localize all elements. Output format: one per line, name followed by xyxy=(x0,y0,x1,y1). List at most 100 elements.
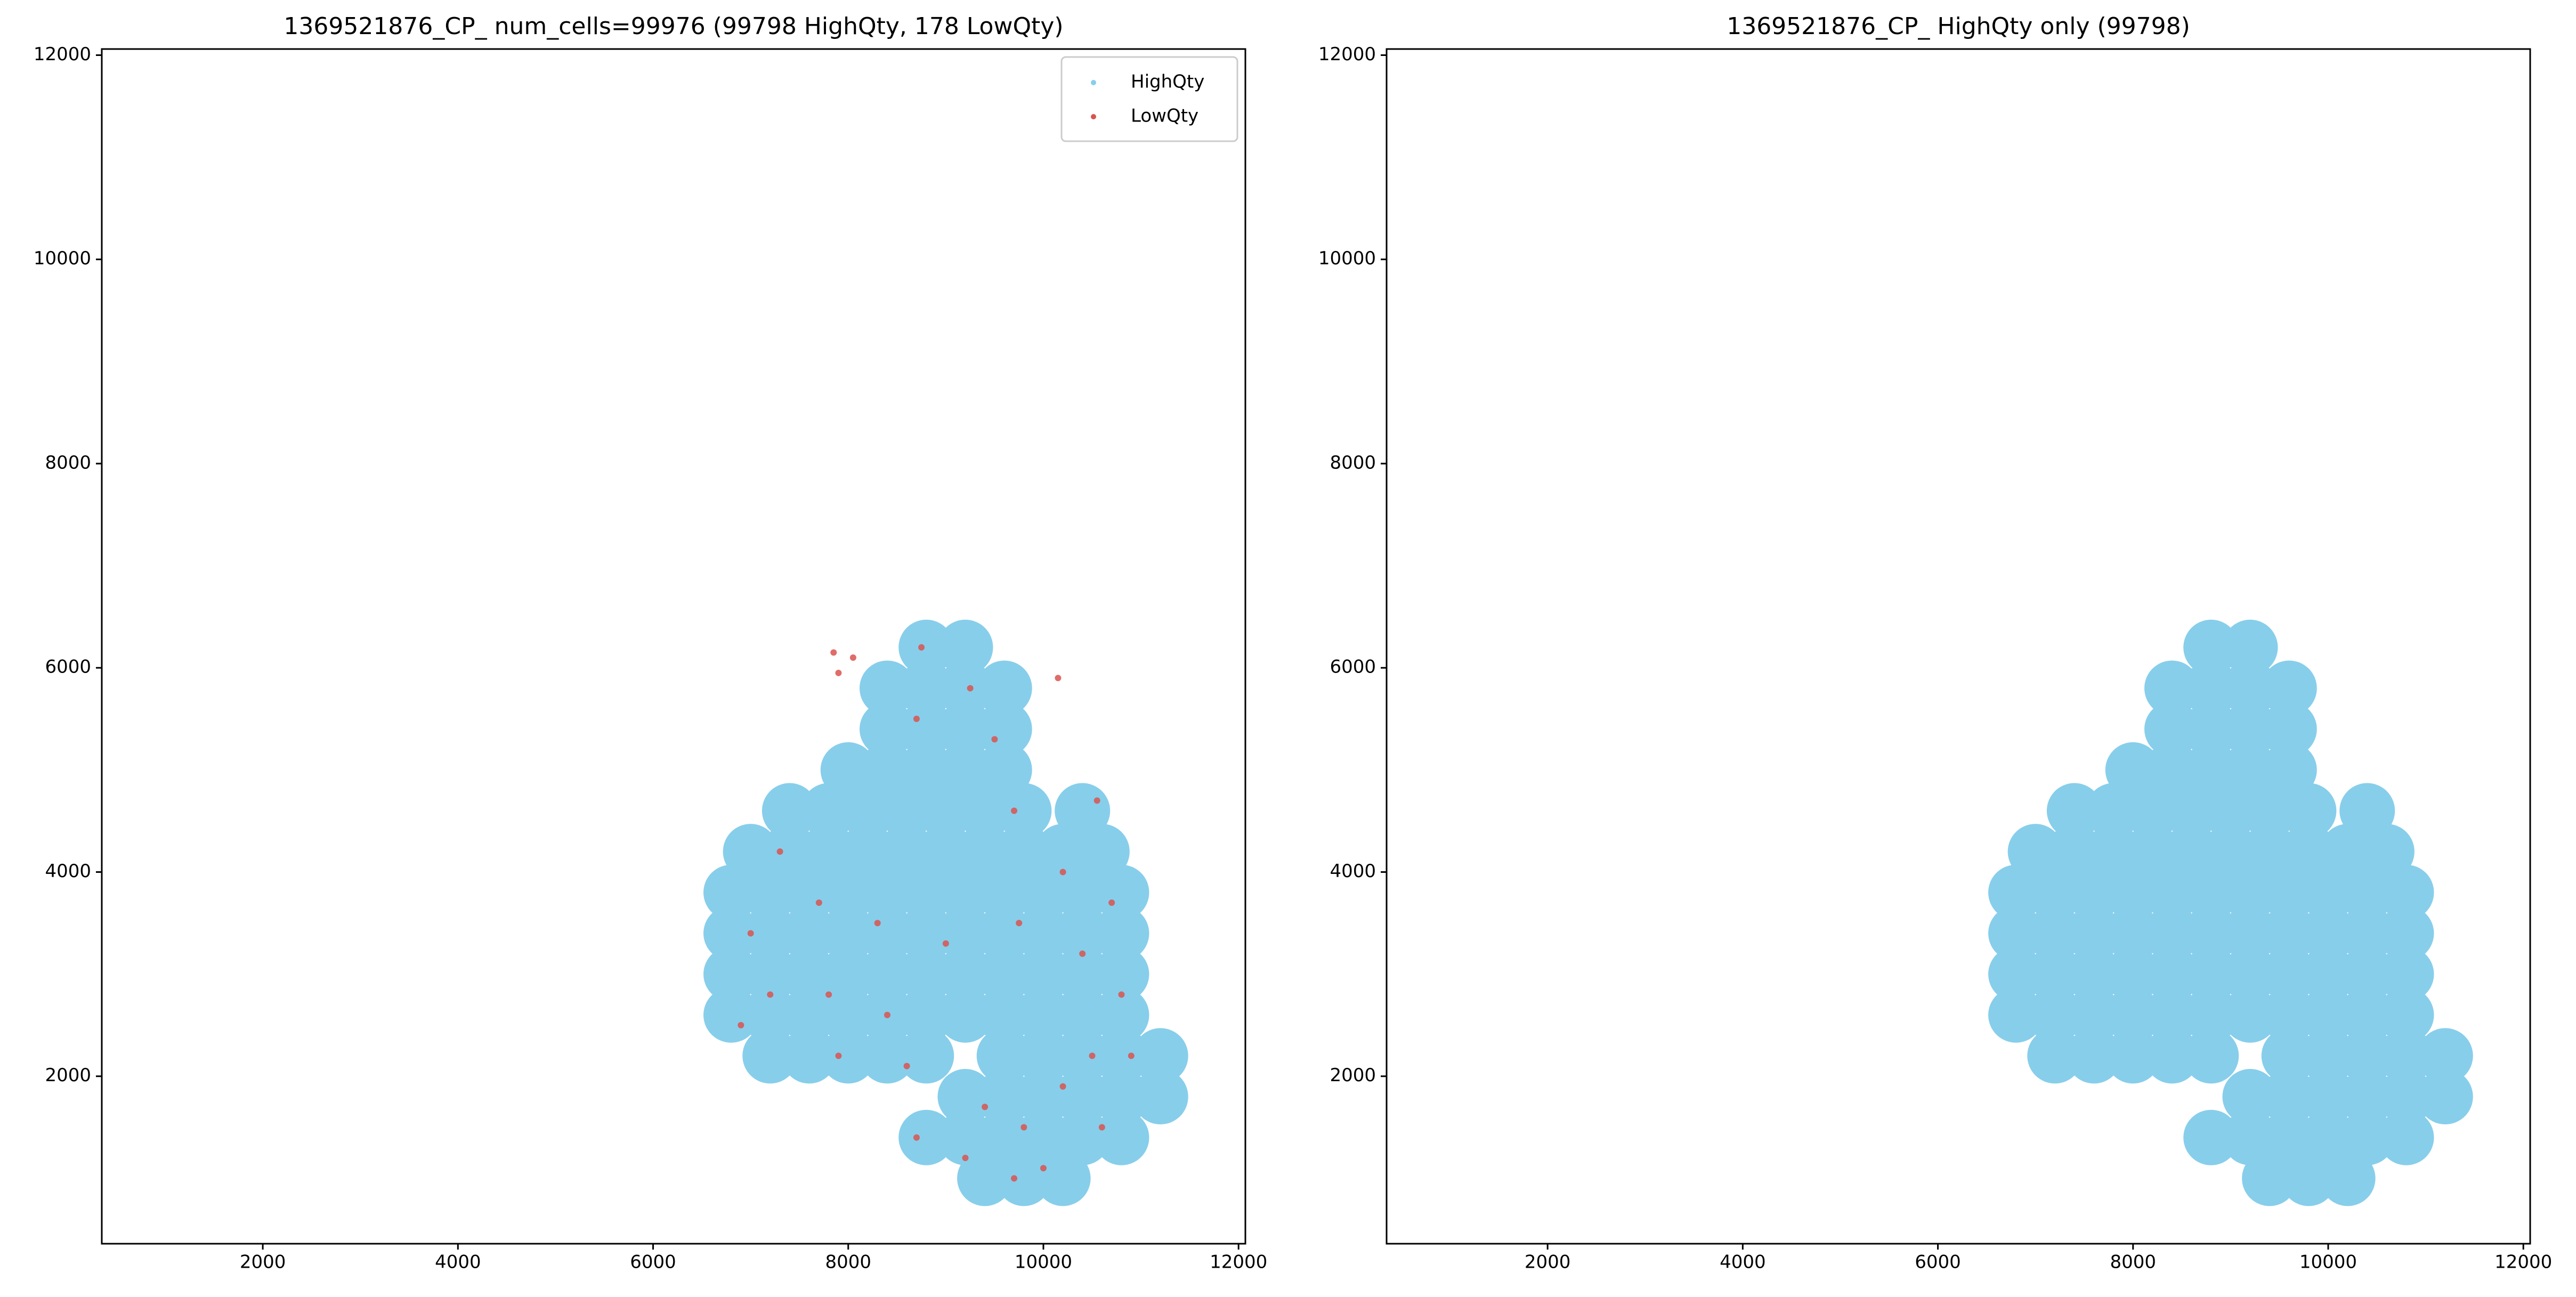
point xyxy=(2222,905,2278,961)
point xyxy=(742,905,798,961)
point xyxy=(898,701,954,757)
point xyxy=(747,930,754,937)
x-tick-label: 10000 xyxy=(2299,1252,2357,1273)
x-tick-label: 6000 xyxy=(1915,1252,1961,1273)
axes-frame xyxy=(101,48,1246,1245)
point xyxy=(1020,1124,1027,1131)
point xyxy=(976,946,1032,1002)
point xyxy=(2046,783,2102,839)
point xyxy=(937,619,993,675)
point xyxy=(2339,1069,2395,1125)
x-tick-label: 12000 xyxy=(2494,1252,2552,1273)
point xyxy=(1015,1028,1071,1084)
point xyxy=(2222,1109,2278,1165)
x-tick-label: 10000 xyxy=(1015,1252,1072,1273)
point xyxy=(976,701,1032,757)
point xyxy=(1055,1069,1111,1125)
point xyxy=(976,1069,1032,1125)
point xyxy=(1015,987,1071,1043)
point xyxy=(2300,1109,2356,1165)
point xyxy=(762,824,817,880)
point xyxy=(2378,987,2434,1043)
point xyxy=(2261,742,2317,798)
point xyxy=(976,905,1032,961)
point xyxy=(1093,1028,1149,1084)
point xyxy=(976,1028,1032,1084)
point xyxy=(849,654,856,661)
point xyxy=(1055,1028,1111,1084)
point xyxy=(903,1063,910,1069)
point xyxy=(2105,946,2161,1002)
point xyxy=(1132,1028,1188,1084)
point xyxy=(1011,807,1018,814)
point xyxy=(976,987,1032,1043)
point xyxy=(898,660,954,716)
point xyxy=(2066,987,2122,1043)
point xyxy=(2281,824,2337,880)
point xyxy=(2007,824,2063,880)
point xyxy=(776,848,783,855)
point xyxy=(976,742,1032,798)
point xyxy=(2183,946,2239,1002)
point xyxy=(918,644,925,651)
point xyxy=(898,905,954,961)
point xyxy=(2183,742,2239,798)
point xyxy=(2066,946,2122,1002)
point xyxy=(2027,905,2083,961)
point xyxy=(830,649,837,656)
point xyxy=(742,946,798,1002)
point xyxy=(1093,946,1149,1002)
point xyxy=(2183,619,2239,675)
point xyxy=(2046,824,2102,880)
point xyxy=(2125,824,2181,880)
series xyxy=(1988,619,2473,1206)
point xyxy=(1016,920,1023,927)
point xyxy=(2417,1028,2473,1084)
point xyxy=(815,899,822,906)
point xyxy=(1055,783,1111,839)
x-tick-label: 8000 xyxy=(825,1252,871,1273)
point xyxy=(1128,1052,1135,1059)
y-tick-label: 10000 xyxy=(34,248,91,269)
point xyxy=(898,619,954,675)
point xyxy=(1059,869,1066,876)
point xyxy=(2144,660,2200,716)
point xyxy=(962,1155,969,1162)
point xyxy=(2183,1028,2239,1084)
point xyxy=(825,991,832,998)
point xyxy=(991,736,998,743)
point xyxy=(2339,783,2395,839)
point xyxy=(781,905,837,961)
point xyxy=(1089,1052,1096,1059)
point xyxy=(1015,1069,1071,1125)
point xyxy=(860,905,916,961)
point xyxy=(2339,946,2395,1002)
point xyxy=(860,742,916,798)
point xyxy=(937,1069,993,1125)
y-tick-label: 8000 xyxy=(1330,452,1376,473)
point xyxy=(937,701,993,757)
point xyxy=(2378,1109,2434,1165)
point xyxy=(767,991,774,998)
point xyxy=(957,824,1013,880)
point xyxy=(913,1134,920,1141)
point xyxy=(1988,905,2044,961)
chart-title: 1369521876_CP_ num_cells=99976 (99798 Hi… xyxy=(283,13,1063,40)
point xyxy=(2144,742,2200,798)
point xyxy=(1079,950,1086,957)
point xyxy=(1059,1083,1066,1090)
point xyxy=(2378,1069,2434,1125)
point xyxy=(898,1028,954,1084)
legend-label: LowQty xyxy=(1131,106,1198,127)
point xyxy=(1988,946,2044,1002)
point xyxy=(2144,905,2200,961)
point xyxy=(1040,1165,1047,1172)
point xyxy=(781,1028,837,1084)
point xyxy=(898,946,954,1002)
point xyxy=(2027,987,2083,1043)
y-tick-label: 2000 xyxy=(45,1065,91,1086)
point xyxy=(2027,1028,2083,1084)
point xyxy=(874,920,881,927)
point xyxy=(2066,905,2122,961)
y-tick-label: 6000 xyxy=(1330,656,1376,678)
